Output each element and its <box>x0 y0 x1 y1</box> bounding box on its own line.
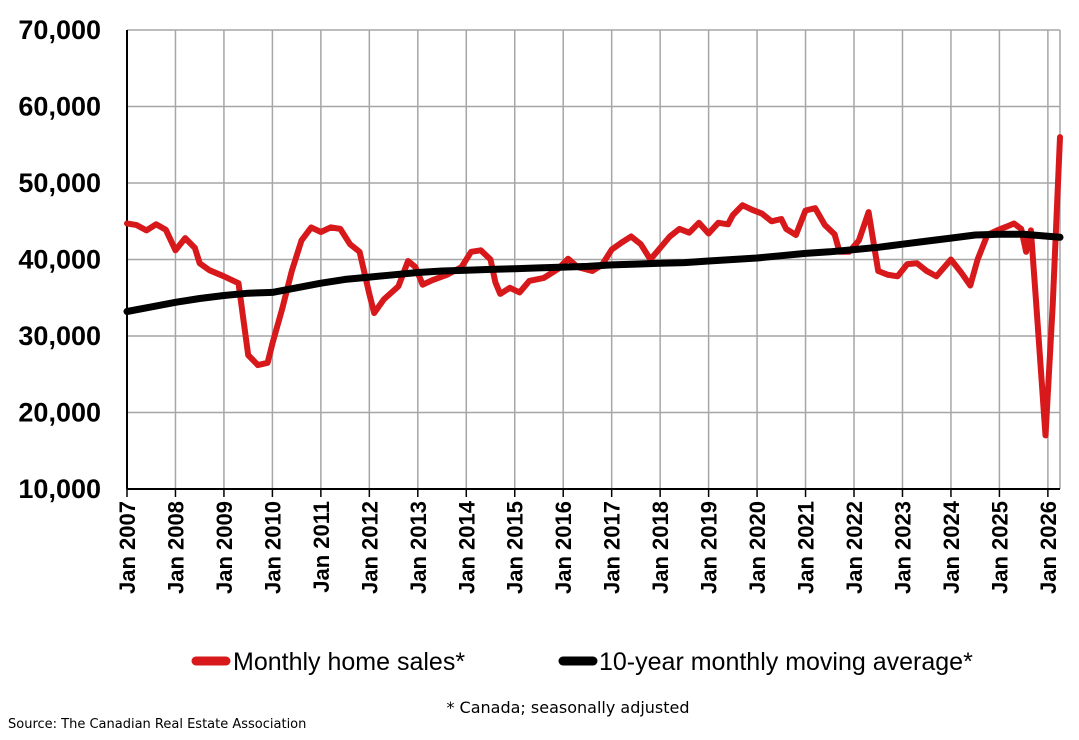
series-line-moving-average <box>123 230 1064 315</box>
x-tick-label: Jan 2012 <box>357 501 382 594</box>
series-line-monthly-sales <box>124 134 1063 439</box>
x-tick-label: Jan 2021 <box>794 501 819 594</box>
x-tick-label: Jan 2009 <box>212 501 237 594</box>
y-tick-label: 10,000 <box>18 474 101 504</box>
x-tick-label: Jan 2008 <box>163 501 188 594</box>
x-tick-label: Jan 2013 <box>406 501 431 594</box>
x-tick-label: Jan 2007 <box>115 501 140 594</box>
y-axis-ticks: 10,000 20,000 30,000 40,000 50,000 60,000 70,0… <box>18 15 101 504</box>
x-tick-label: Jan 2023 <box>890 501 915 594</box>
x-tick-label: Jan 2022 <box>842 501 867 594</box>
source-note: Source: The Canadian Real Estate Associa… <box>8 717 306 732</box>
x-tick-label: Jan 2016 <box>551 501 576 594</box>
x-tick-label: Jan 2014 <box>454 500 479 594</box>
footnote: * Canada; seasonally adjusted <box>446 698 689 717</box>
y-tick-label: 70,000 <box>18 15 101 45</box>
legend-label-sales: Monthly home sales* <box>233 648 465 676</box>
legend-label-average: 10-year monthly moving average* <box>599 648 973 676</box>
x-tick-label: Jan 2017 <box>600 501 625 594</box>
x-tick-label: Jan 2010 <box>260 501 285 594</box>
x-tick-label: Jan 2011 <box>309 501 334 593</box>
chart-series <box>123 134 1064 439</box>
x-tick-label: Jan 2026 <box>1036 501 1061 594</box>
y-tick-label: 20,000 <box>18 398 101 428</box>
x-tick-label: Jan 2018 <box>648 501 673 594</box>
y-tick-label: 50,000 <box>18 168 101 198</box>
chart-grid <box>126 29 1061 490</box>
x-tick-label: Jan 2015 <box>503 501 528 594</box>
y-tick-label: 60,000 <box>18 92 101 122</box>
y-tick-label: 30,000 <box>18 321 101 351</box>
legend: Monthly home sales* 10-year monthly movi… <box>191 648 973 676</box>
x-tick-label: Jan 2020 <box>745 501 770 594</box>
x-tick-label: Jan 2025 <box>987 501 1012 594</box>
x-tick-label: Jan 2019 <box>697 501 722 594</box>
x-axis-ticks: Jan 2007 Jan 2008 Jan 2009 Jan 2010 Jan 2011… <box>115 489 1061 594</box>
y-tick-label: 40,000 <box>18 245 101 275</box>
x-tick-label: Jan 2024 <box>939 500 964 594</box>
